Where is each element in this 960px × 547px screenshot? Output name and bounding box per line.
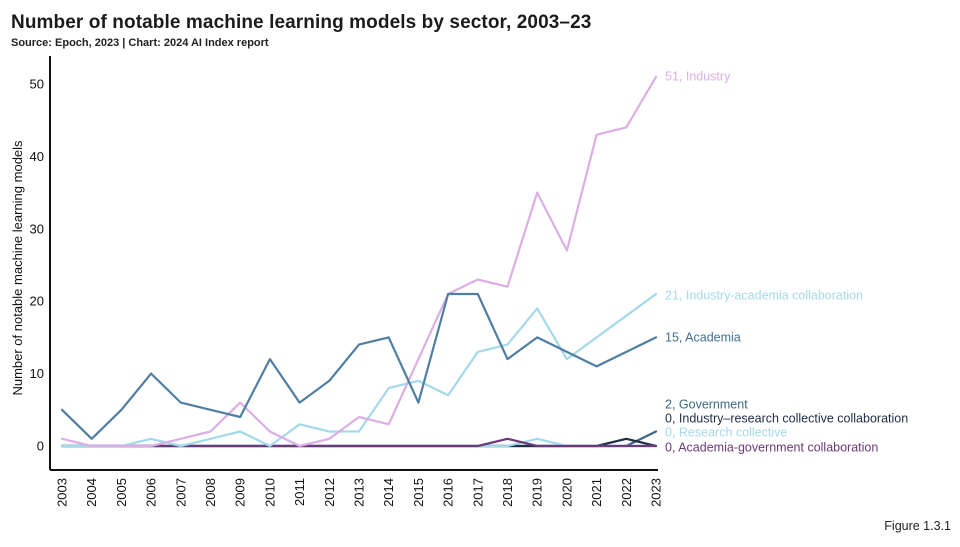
series-label-government: 2, Government [665,398,748,412]
figure-number: Figure 1.3.1 [884,519,951,533]
y-tick-label: 20 [30,294,44,309]
series-line-academia [60,292,658,440]
series-labels: 51, Industry 21, Industry-academia collab… [665,70,908,455]
x-tick-label: 2018 [500,478,515,507]
y-tick-label: 50 [30,77,44,92]
x-tick-label: 2003 [55,478,70,507]
y-tick-label: 10 [30,366,44,381]
x-tick-label: 2011 [292,478,307,506]
series-lines [60,75,658,448]
x-tick-label: 2010 [262,478,277,507]
y-tick-label: 0 [37,439,44,454]
x-tick-label: 2022 [619,478,634,507]
series-label-industry: 51, Industry [665,70,731,84]
x-tick-label: 2021 [589,478,604,507]
x-tick-label: 2017 [470,478,485,507]
chart-title: Number of notable machine learning model… [11,12,592,33]
x-tick-label: 2009 [233,478,248,507]
chart-source: Source: Epoch, 2023 | Chart: 2024 AI Ind… [11,37,269,49]
x-tick-label: 2012 [322,478,337,507]
x-tick-label: 2016 [441,478,456,507]
series-label-industry-academia-collaboration: 21, Industry-academia collaboration [665,289,863,303]
x-tick-label: 2015 [411,478,426,507]
x-tick-label: 2005 [114,478,129,507]
series-label-industry-research-collective-collaboration: 0, Industry–research collective collabor… [665,412,908,426]
series-label-academia-government-collaboration: 0, Academia-government collaboration [665,441,878,455]
y-axis-ticks: 0 10 20 30 40 50 [30,77,44,454]
x-tick-label: 2006 [144,478,159,507]
x-tick-label: 2008 [203,478,218,507]
series-line-industry-academia-collaboration [60,292,658,448]
series-label-research-collective: 0, Research collective [665,426,787,440]
x-axis-ticks: 2003 2004 2005 2006 2007 2008 2009 2010 2011 2012… [55,478,664,507]
series-line-academia-government-collaboration [60,437,658,448]
x-tick-label: 2019 [530,478,545,507]
y-tick-label: 40 [30,149,44,164]
x-tick-label: 2014 [381,478,396,507]
x-tick-label: 2020 [559,478,574,507]
x-tick-label: 2023 [649,478,664,507]
series-label-academia: 15, Academia [665,331,741,345]
x-tick-label: 2004 [84,478,99,507]
x-tick-label: 2007 [173,478,188,507]
y-tick-label: 30 [30,221,44,236]
y-axis-label: Number of notable machine learning model… [10,140,25,396]
x-tick-label: 2013 [352,478,367,507]
series-line-industry [60,75,658,448]
